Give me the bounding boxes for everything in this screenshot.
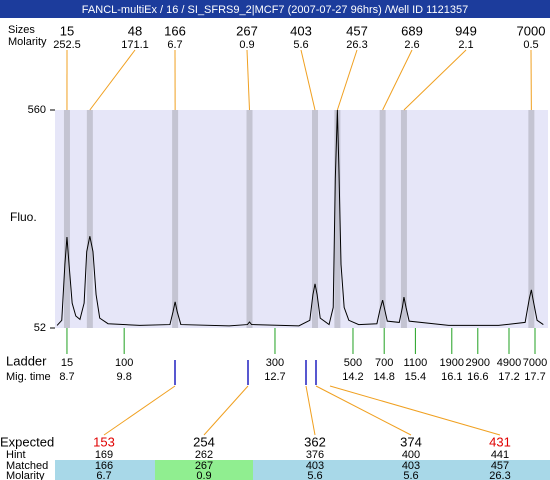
row-label: Expected: [0, 434, 54, 449]
ladder-size: 500: [344, 357, 362, 369]
matched-cell: [455, 460, 550, 480]
plot-area: [55, 110, 548, 328]
ladder-size: 100: [115, 357, 133, 369]
hint-value: 376: [306, 449, 324, 461]
row-label: Molarity: [8, 36, 47, 48]
peak-molarity: 171.1: [121, 39, 149, 51]
peak-size: 457: [346, 23, 368, 38]
molarity-value: 5.6: [307, 470, 322, 480]
ladder-time: 8.7: [59, 371, 74, 383]
ladder-time: 14.8: [373, 371, 394, 383]
matched-value: 166: [95, 460, 113, 472]
ladder-size: 300: [266, 357, 284, 369]
row-label: Ladder: [6, 353, 47, 368]
row-label: Sizes: [8, 24, 35, 36]
row-label: Molarity: [6, 470, 45, 480]
matched-cell: [55, 460, 155, 480]
peak-molarity: 2.1: [458, 39, 473, 51]
title: FANCL-multiEx / 16 / SI_SFRS9_2|MCF7 (20…: [82, 4, 468, 16]
matched-value: 457: [491, 460, 509, 472]
peak-molarity: 252.5: [53, 39, 81, 51]
peak-link: [403, 49, 467, 111]
ladder-time: 16.1: [441, 371, 462, 383]
peak-band: [400, 110, 407, 328]
peak-link: [336, 49, 358, 111]
row-label: Mig. time: [6, 371, 51, 383]
molarity-value: 5.6: [403, 470, 418, 480]
peak-link: [300, 49, 316, 111]
matched-value: 267: [195, 460, 213, 472]
ladder-time: 15.4: [405, 371, 426, 383]
molarity-value: 6.7: [96, 470, 111, 480]
trace: [56, 109, 544, 327]
molarity-value: 26.3: [489, 470, 510, 480]
peak-link: [89, 49, 136, 111]
peak-size: 15: [60, 23, 74, 38]
matched-value: 403: [306, 460, 324, 472]
peak-band: [172, 110, 179, 328]
expected-value: 254: [193, 434, 215, 449]
peak-size: 949: [455, 23, 477, 38]
ladder-time: 9.8: [117, 371, 132, 383]
matched-cell: [363, 460, 455, 480]
peak-molarity: 6.7: [167, 39, 182, 51]
peak-molarity: 0.5: [523, 39, 538, 51]
peak-size: 267: [236, 23, 258, 38]
peak-size: 403: [290, 23, 312, 38]
hint-value: 262: [195, 449, 213, 461]
ladder-size: 700: [375, 357, 393, 369]
peak-band: [63, 110, 70, 328]
ladder-time: 16.6: [467, 371, 488, 383]
ladder-size: 1100: [404, 357, 428, 369]
peak-link: [246, 49, 250, 111]
ladder-size: 7000: [523, 357, 547, 369]
expected-value: 374: [400, 434, 422, 449]
peak-band: [86, 110, 93, 328]
peak-molarity: 0.9: [239, 39, 254, 51]
title-bar: [0, 0, 550, 18]
matched-value: 403: [402, 460, 420, 472]
peak-molarity: 26.3: [346, 39, 367, 51]
ladder-size: 2900: [466, 357, 490, 369]
blue-ticks: [174, 360, 317, 385]
ladder-size: 1900: [440, 357, 464, 369]
y-tick-label: 52: [34, 322, 46, 334]
hint-value: 169: [95, 449, 113, 461]
peak-band: [334, 110, 341, 328]
peak-size: 166: [164, 23, 186, 38]
match-lines: [103, 385, 501, 436]
ladder-size: 15: [61, 357, 73, 369]
peak-molarity: 2.6: [404, 39, 419, 51]
row-label: Hint: [6, 449, 26, 461]
ladder-time: 17.7: [524, 371, 545, 383]
peak-size: 48: [128, 23, 142, 38]
peak-molarity: 5.6: [293, 39, 308, 51]
ladder-time: 14.2: [342, 371, 363, 383]
y-axis-label: Fluo.: [10, 210, 37, 224]
row-label: Matched: [6, 460, 48, 472]
matched-cell: [253, 460, 363, 480]
peak-band: [246, 110, 253, 328]
peak-band: [528, 110, 535, 328]
hint-value: 400: [402, 449, 420, 461]
ladder-time: 12.7: [264, 371, 285, 383]
peak-band: [379, 110, 386, 328]
peak-size: 7000: [517, 23, 546, 38]
peak-size: 689: [401, 23, 423, 38]
expected-value: 362: [304, 434, 326, 449]
ladder-time: 17.2: [498, 371, 519, 383]
matched-cell: [155, 460, 253, 480]
y-tick-label: 560: [28, 104, 46, 116]
peak-link: [382, 49, 413, 111]
ladder-size: 4900: [497, 357, 521, 369]
molarity-value: 0.9: [196, 470, 211, 480]
peak-band: [312, 110, 319, 328]
hint-value: 441: [491, 449, 509, 461]
expected-value: 153: [93, 434, 115, 449]
expected-value: 431: [489, 434, 511, 449]
